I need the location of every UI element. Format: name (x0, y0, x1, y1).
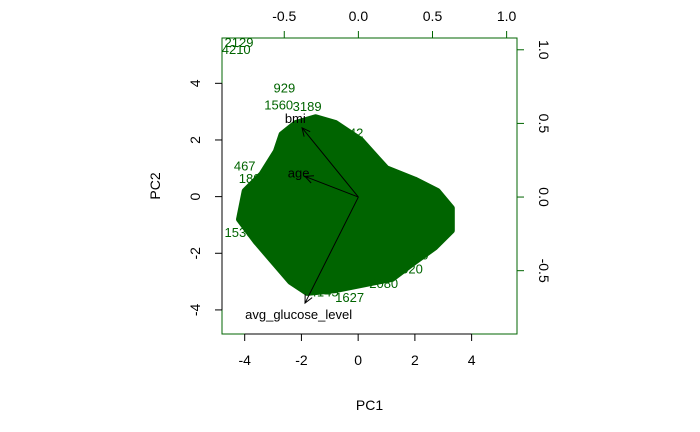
top-tick-label: 1.0 (497, 8, 517, 24)
y-tick-label: 0 (187, 193, 203, 201)
x-axis-top-loadings: -0.5 0.0 0.5 1.0 (272, 8, 517, 39)
observation-label: 1560 (264, 97, 293, 112)
right-tick-label: -0.5 (536, 259, 552, 283)
observation-label: 1809 (239, 171, 268, 186)
loading-arrow-bmi (301, 127, 359, 198)
observation-label: 1530 (225, 225, 254, 240)
loading-arrowhead-bmi (301, 126, 311, 137)
observation-label: 142 (342, 126, 364, 141)
top-tick-label: 0.0 (349, 8, 369, 24)
observation-label: 3189 (293, 99, 322, 114)
observation-label: 520 (401, 262, 423, 277)
observation-label: 610 (407, 248, 429, 263)
right-tick-label: 1.0 (536, 40, 552, 60)
loading-arrowhead-age (303, 175, 315, 184)
point-cloud-region (236, 114, 455, 296)
top-tick-label: -0.5 (272, 8, 296, 24)
x-tick-label: 2 (411, 352, 419, 368)
loading-label-avg_glucose_level: avg_glucose_level (245, 307, 352, 322)
loading-arrow-avg_glucose_level (304, 196, 359, 304)
loading-label-bmi: bmi (285, 111, 306, 126)
x-tick-label: -4 (238, 352, 251, 368)
x-axis-bottom: -4 -2 0 2 4 (238, 333, 476, 368)
y-axis-label: PC2 (147, 172, 163, 199)
loading-label-age: age (288, 165, 310, 180)
observation-label: 929 (274, 80, 296, 95)
point-cloud (236, 114, 455, 296)
loading-arrow-age (304, 175, 359, 198)
y-tick-label: 4 (187, 79, 203, 87)
right-tick-label: 0.5 (536, 114, 552, 134)
observation-label: 4210 (222, 42, 251, 57)
loading-arrows: bmi age avg_glucose_level (245, 111, 359, 322)
y-tick-label: -4 (187, 303, 203, 316)
observation-label: 1627 (335, 290, 364, 305)
loading-arrowhead-avg_glucose_level (304, 294, 313, 305)
top-tick-label: 0.5 (423, 8, 443, 24)
y-axis-right-loadings: -0.5 0.0 0.5 1.0 (516, 40, 552, 283)
right-tick-label: 0.0 (536, 187, 552, 207)
y-axis-left: -4 -2 0 2 4 (187, 79, 223, 316)
y-tick-label: -2 (187, 247, 203, 260)
observation-label: 4145 (310, 284, 339, 299)
observation-label: 2080 (369, 276, 398, 291)
x-axis-label: PC1 (356, 397, 383, 413)
x-tick-label: 0 (354, 352, 362, 368)
x-tick-label: -2 (295, 352, 308, 368)
x-tick-label: 4 (468, 352, 476, 368)
observation-label: 2129 (225, 35, 254, 50)
y-tick-label: 2 (187, 136, 203, 144)
observation-label: 467 (234, 158, 256, 173)
